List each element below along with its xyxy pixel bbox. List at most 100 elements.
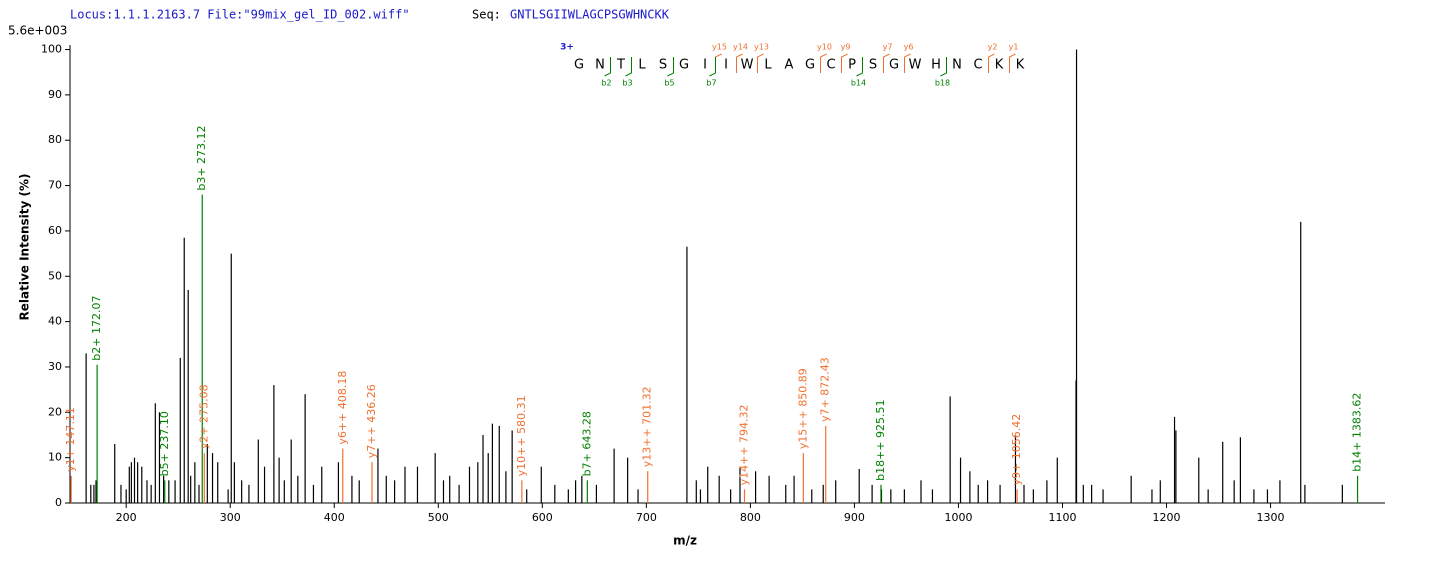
y-tick-label: 50: [48, 269, 62, 282]
y-fragment-marker: [841, 53, 848, 73]
y-fragment-marker: [988, 53, 995, 73]
charge-label: 3+: [560, 43, 574, 53]
y-axis-label: Relative Intensity (%): [18, 174, 32, 321]
y-tick-label: 20: [48, 405, 62, 418]
b-fragment-label: b5: [664, 79, 674, 88]
residue: H: [931, 58, 941, 73]
seq-label: Seq:: [472, 8, 501, 22]
x-tick-label: 1100: [1048, 511, 1076, 524]
x-tick-label: 300: [220, 511, 241, 524]
x-tick-label: 700: [636, 511, 657, 524]
b-fragment-marker: [856, 57, 863, 77]
y-tick-label: 90: [48, 88, 62, 101]
b-fragment-marker: [709, 57, 716, 77]
y-fragment-marker: [904, 53, 911, 73]
peak-label: y6++ 408.18: [336, 371, 349, 445]
b-fragment-label: b18: [935, 79, 950, 88]
b-fragment-label: b3: [622, 79, 632, 88]
residue: S: [659, 58, 667, 73]
sequence: GNTLSGIIWLAGCPSGWHNCKK: [510, 8, 670, 22]
b-fragment-label: b7: [706, 79, 716, 88]
residue: G: [679, 58, 689, 73]
x-tick-label: 1200: [1153, 511, 1181, 524]
x-tick-label: 1300: [1257, 511, 1285, 524]
residue: G: [805, 58, 815, 73]
b-fragment-marker: [625, 57, 632, 77]
residue: A: [785, 58, 794, 73]
residue: C: [973, 58, 982, 73]
y-fragment-marker: [883, 53, 890, 73]
x-tick-label: 500: [428, 511, 449, 524]
peak-label: y15++ 850.89: [796, 368, 809, 449]
residue: N: [952, 58, 962, 73]
y-tick-label: 100: [41, 43, 62, 56]
peak-label: y7+ 872.43: [819, 357, 832, 422]
y-tick-label: 70: [48, 179, 62, 192]
y-tick-label: 60: [48, 224, 62, 237]
y-fragment-marker: [820, 53, 827, 73]
x-tick-label: 1000: [944, 511, 972, 524]
y-fragment-label: y10: [817, 43, 832, 52]
y-fragment-label: y13: [754, 43, 769, 52]
x-tick-label: 400: [324, 511, 345, 524]
x-tick-label: 800: [740, 511, 761, 524]
residue: L: [638, 58, 646, 73]
peak-label: b18++ 925.51: [874, 399, 887, 480]
title: Locus:1.1.1.2163.7 File:"99mix_gel_ID_00…: [70, 8, 410, 22]
residue: I: [703, 58, 707, 73]
residue: I: [724, 58, 728, 73]
y-tick-label: 40: [48, 315, 62, 328]
y-fragment-label: y2: [988, 43, 998, 52]
peak-label: y7++ 436.26: [365, 384, 378, 458]
residue: W: [741, 58, 754, 73]
y-tick-label: 10: [48, 451, 62, 464]
peak-label: y2+ 275.08: [197, 384, 210, 449]
b-fragment-label: b14: [851, 79, 866, 88]
x-tick-label: 600: [532, 511, 553, 524]
y-fragment-label: y7: [883, 43, 893, 52]
residue: T: [616, 58, 625, 73]
y-fragment-label: y15: [712, 43, 727, 52]
peak-label: b7+ 643.28: [580, 411, 593, 476]
y-fragment-label: y14: [733, 43, 748, 52]
peak-label: b3+ 273.12: [195, 125, 208, 190]
residue: G: [574, 58, 584, 73]
residue: K: [995, 58, 1004, 73]
y-tick-label: 80: [48, 133, 62, 146]
residue: P: [848, 58, 856, 73]
peak-label: b5+ 237.10: [158, 411, 171, 476]
residue: C: [826, 58, 835, 73]
y-tick-label: 30: [48, 360, 62, 373]
y-fragment-marker: [736, 53, 743, 73]
residue: S: [869, 58, 877, 73]
peak-label: y10++ 580.31: [515, 395, 528, 476]
peak-label: b14+ 1383.62: [1351, 393, 1364, 472]
residue: G: [889, 58, 899, 73]
y-fragment-marker: [1009, 53, 1016, 73]
y-fragment-label: y6: [904, 43, 914, 52]
residue: L: [764, 58, 772, 73]
b-fragment-label: b2: [601, 79, 611, 88]
peak-label: y13++ 701.32: [641, 386, 654, 467]
peak-label: y1+ 147.11: [64, 407, 77, 472]
scale-label: 5.6e+003: [8, 24, 67, 38]
peak-label: y14++ 794.32: [737, 404, 750, 485]
x-tick-label: 900: [844, 511, 865, 524]
y-fragment-marker: [715, 53, 722, 73]
y-tick-label: 0: [55, 496, 62, 509]
y-fragment-label: y9: [841, 43, 851, 52]
peak-label: y9+ 1056.42: [1010, 414, 1023, 486]
residue: N: [595, 58, 605, 73]
residue: W: [909, 58, 922, 73]
b-fragment-marker: [604, 57, 611, 77]
b-fragment-marker: [940, 57, 947, 77]
b-fragment-marker: [667, 57, 674, 77]
peak-label: b2+ 172.07: [90, 296, 103, 361]
y-fragment-marker: [757, 53, 764, 73]
x-tick-label: 200: [116, 511, 137, 524]
residue: K: [1016, 58, 1025, 73]
y-fragment-label: y1: [1009, 43, 1019, 52]
x-axis-label: m/z: [673, 534, 697, 548]
